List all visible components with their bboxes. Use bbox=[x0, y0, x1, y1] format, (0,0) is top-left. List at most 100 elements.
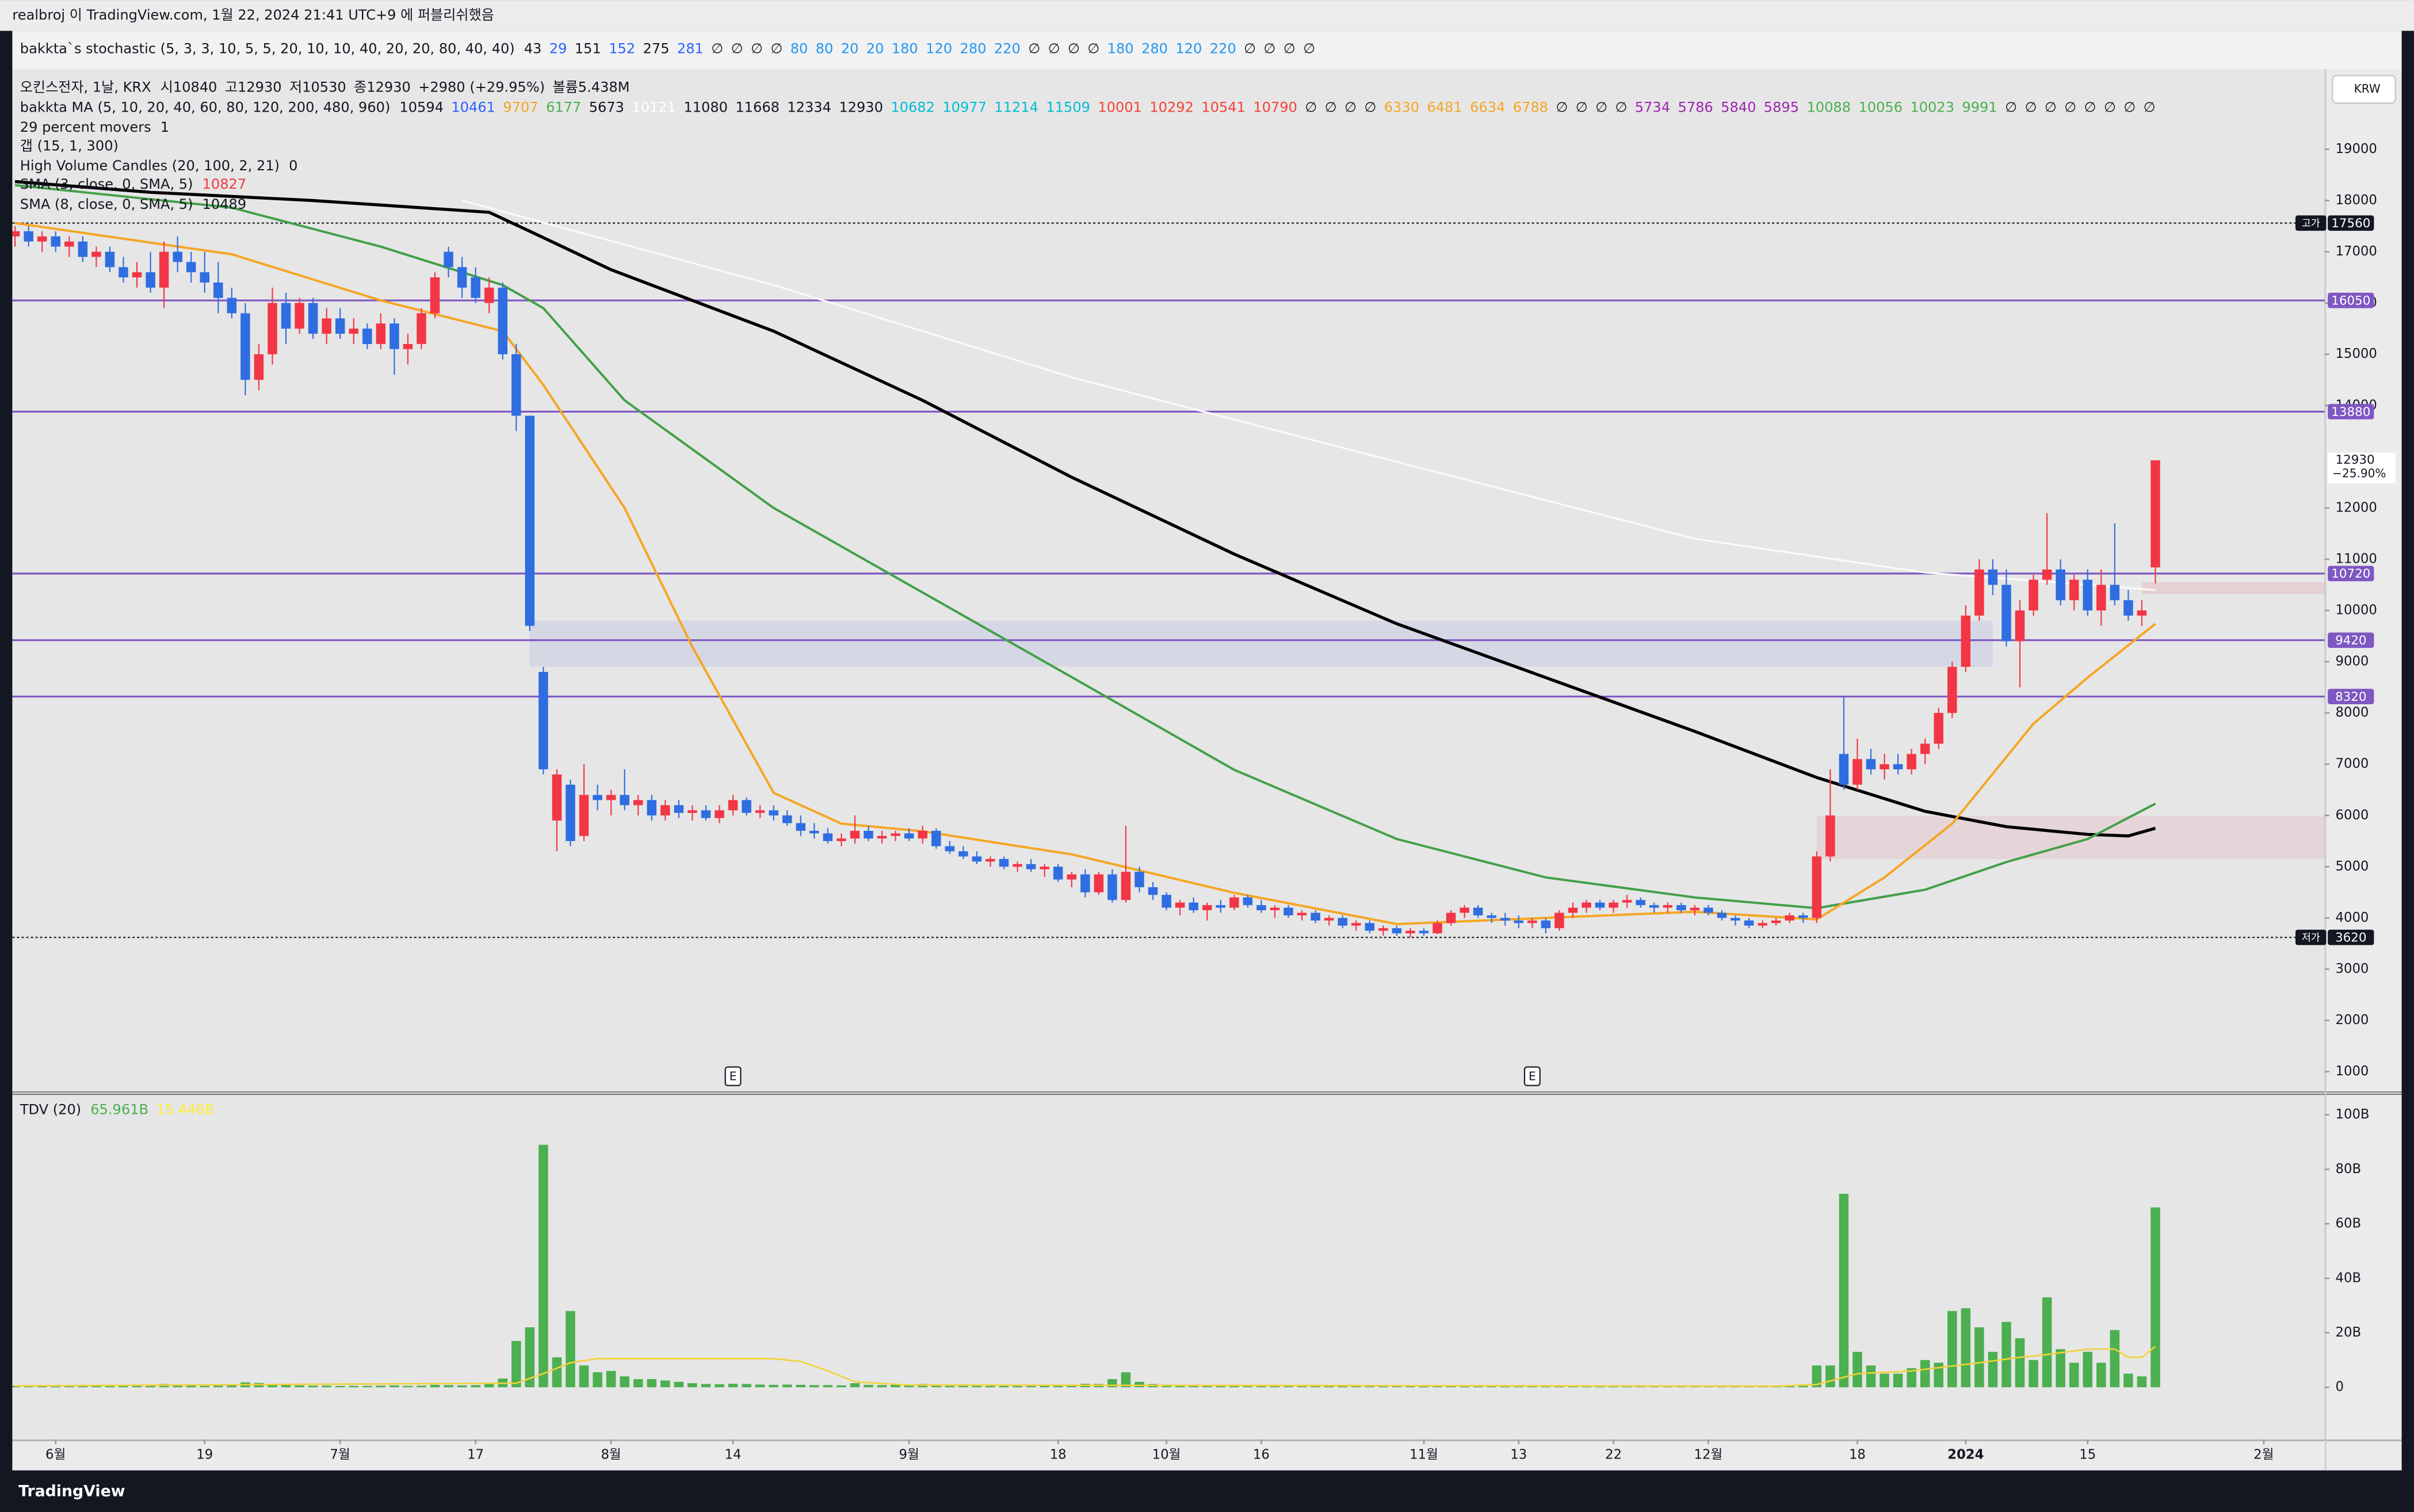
candle-body bbox=[444, 251, 453, 268]
volume-bar bbox=[376, 1385, 386, 1388]
legend-value: 80 bbox=[816, 41, 834, 57]
legend-value: 15.446B bbox=[156, 1101, 214, 1117]
candle-body bbox=[1311, 912, 1320, 921]
candle-body bbox=[1148, 887, 1158, 895]
level-badge-label: 고가 bbox=[2302, 218, 2320, 230]
legend-value: 저10530 bbox=[289, 79, 346, 96]
candle-body bbox=[809, 831, 819, 834]
x-tick-label: 8월 bbox=[601, 1447, 621, 1462]
volume-bar bbox=[132, 1385, 142, 1388]
volume-bar bbox=[2029, 1360, 2038, 1388]
candle-body bbox=[322, 318, 331, 334]
volume-bar bbox=[728, 1384, 738, 1388]
legend-value: 5786 bbox=[1678, 99, 1713, 115]
candle-body bbox=[782, 815, 792, 823]
candle-body bbox=[1798, 915, 1808, 918]
candle-body bbox=[24, 231, 33, 242]
last-price: 12930 bbox=[2336, 453, 2375, 467]
legend-value: 종12930 bbox=[354, 79, 411, 96]
volume-bar bbox=[1243, 1385, 1253, 1388]
candle-body bbox=[1595, 902, 1605, 908]
candle-body bbox=[1135, 872, 1144, 887]
level-tag bbox=[2328, 215, 2374, 231]
candle-body bbox=[64, 241, 74, 247]
legend-value: ∅ bbox=[2025, 99, 2037, 115]
overlay: bakkta`s stochastic (5, 3, 3, 10, 5, 5, … bbox=[20, 41, 2396, 1462]
volume-bar bbox=[972, 1385, 982, 1388]
legend-value: 5673 bbox=[589, 99, 624, 115]
candle-body bbox=[1974, 569, 1984, 616]
candle-body bbox=[1270, 907, 1280, 911]
legend-value: ∅ bbox=[1576, 99, 1588, 115]
volume-bar bbox=[1324, 1385, 1334, 1388]
volume-bar bbox=[620, 1376, 629, 1388]
volume-bar bbox=[2083, 1351, 2092, 1388]
candle-body bbox=[1026, 864, 1036, 869]
volume-bar bbox=[1880, 1373, 1889, 1388]
candle-body bbox=[1676, 905, 1686, 911]
candle-body bbox=[796, 823, 806, 831]
volume-plot bbox=[12, 1144, 2160, 1388]
volume-bar bbox=[1297, 1385, 1307, 1388]
volume-tick-label: 60B bbox=[2336, 1216, 2362, 1231]
legend-value: ∅ bbox=[2064, 99, 2076, 115]
candle-body bbox=[1731, 918, 1740, 921]
volume-bar bbox=[173, 1384, 182, 1388]
currency[interactable]: KRW bbox=[2354, 82, 2381, 96]
legend-value: 120 bbox=[926, 41, 952, 57]
candle-body bbox=[1839, 754, 1849, 785]
volume-bar bbox=[1825, 1365, 1835, 1388]
volume-bar bbox=[945, 1385, 955, 1388]
candle-body bbox=[281, 303, 291, 329]
legend-value: 10088 bbox=[1806, 99, 1851, 115]
volume-bar bbox=[796, 1384, 806, 1388]
legend-value: ∅ bbox=[2005, 99, 2017, 115]
legend-value: 65.961B bbox=[90, 1101, 148, 1117]
candle-body bbox=[1107, 874, 1117, 900]
earnings-box bbox=[1523, 1066, 1541, 1086]
level-label: 16050 bbox=[2331, 294, 2370, 308]
y-tick-label: 6000 bbox=[2336, 808, 2369, 823]
volume-bar bbox=[1785, 1385, 1794, 1388]
candle-body bbox=[1121, 872, 1131, 900]
candle-body bbox=[240, 313, 250, 380]
candle-body bbox=[877, 835, 887, 839]
candle-body bbox=[1744, 920, 1754, 926]
candle-body bbox=[430, 277, 440, 314]
candle-body bbox=[389, 323, 399, 349]
legend-value: 9991 bbox=[1962, 99, 1997, 115]
candle-body bbox=[1040, 866, 1049, 869]
legend-value: 6634 bbox=[1470, 99, 1505, 115]
candle-body bbox=[755, 810, 765, 813]
x-tick-label: 16 bbox=[1253, 1447, 1270, 1462]
candle-body bbox=[945, 846, 955, 852]
candle-body bbox=[1473, 907, 1483, 915]
level-tag bbox=[2328, 689, 2374, 705]
volume-bar bbox=[200, 1385, 210, 1388]
ma-line bbox=[14, 180, 2156, 838]
volume-bar bbox=[37, 1386, 47, 1388]
volume-bar bbox=[146, 1385, 155, 1388]
candle-body bbox=[200, 272, 210, 283]
candle-body bbox=[1405, 930, 1415, 934]
candle-body bbox=[931, 831, 941, 846]
volume-bar bbox=[444, 1385, 453, 1388]
volume-tick-label: 40B bbox=[2336, 1270, 2362, 1285]
legend-value: 6788 bbox=[1513, 99, 1548, 115]
level-label: 17560 bbox=[2331, 216, 2370, 231]
volume-bar bbox=[227, 1385, 237, 1388]
volume-bar bbox=[1270, 1385, 1280, 1388]
candle-body bbox=[538, 671, 548, 770]
y-tick-label: 3000 bbox=[2336, 961, 2369, 976]
x-tick-label: 22 bbox=[1605, 1447, 1622, 1462]
candle-body bbox=[1189, 902, 1198, 911]
legend-value: 280 bbox=[1141, 41, 1168, 57]
legend-value: 10790 bbox=[1253, 99, 1297, 115]
candle-body bbox=[227, 297, 237, 314]
currency-box[interactable] bbox=[2331, 74, 2397, 104]
candle-body bbox=[620, 795, 629, 805]
legend-value: 120 bbox=[1175, 41, 1202, 57]
candle-body bbox=[403, 343, 413, 349]
legend-value: 10682 bbox=[891, 99, 935, 115]
candle-body bbox=[728, 800, 738, 811]
